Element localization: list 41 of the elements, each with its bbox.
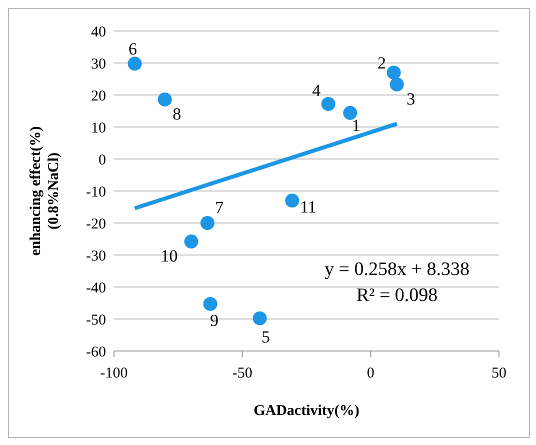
y-tick-label: 30 <box>91 56 106 72</box>
annotation: R² = 0.098 <box>355 285 439 307</box>
annotation: 11 <box>300 198 316 217</box>
point <box>184 234 198 249</box>
annotation: 7 <box>215 198 224 217</box>
annotation: 1 <box>352 116 360 135</box>
annotation: y = 0.258x + 8.338 <box>324 259 470 281</box>
annotation: 5 <box>262 327 270 346</box>
y-tick-label: 0 <box>98 152 106 168</box>
point <box>200 216 214 230</box>
y-tick-label: 40 <box>91 24 106 40</box>
y-tick-label: 10 <box>91 120 106 136</box>
point <box>321 96 336 111</box>
annotation: 3 <box>406 89 416 108</box>
annotation: 4 <box>312 80 322 100</box>
annotation: 2 <box>378 54 386 73</box>
point <box>158 92 172 106</box>
y-tick-label: -40 <box>86 280 106 296</box>
y-axis-title: enhancing effect(%) (0.8%NaCl) <box>28 126 62 256</box>
x-tick-label: -100 <box>100 366 128 382</box>
annotation: 9 <box>210 310 218 330</box>
annotation: 10 <box>160 246 178 266</box>
y-tick-label: 20 <box>91 88 106 104</box>
point <box>252 311 267 326</box>
point <box>390 77 404 92</box>
y-tick-label: -50 <box>86 312 106 328</box>
y-tick-label: -60 <box>86 344 106 360</box>
point <box>386 66 401 80</box>
x-tick-label: -50 <box>232 366 252 382</box>
point <box>343 106 358 120</box>
annotation: 8 <box>172 104 182 124</box>
x-tick-label: 0 <box>366 366 374 382</box>
x-axis-title: GADactivity(%) <box>254 403 360 419</box>
x-tick-label: 50 <box>492 366 506 382</box>
point <box>285 194 300 208</box>
y-tick-label: -10 <box>86 184 106 200</box>
y-tick-label: -20 <box>86 216 106 232</box>
point <box>203 296 218 311</box>
point <box>128 56 142 71</box>
y-tick-label: -30 <box>86 248 106 264</box>
annotation: 6 <box>128 40 138 59</box>
